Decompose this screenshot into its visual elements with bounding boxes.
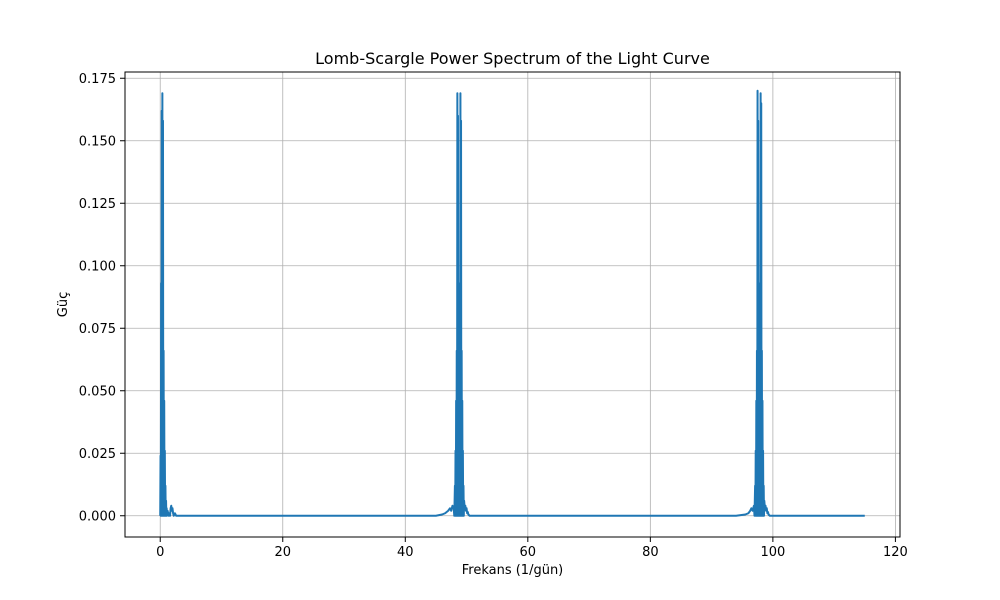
y-tick-label: 0.175 [79,72,116,87]
y-tick-label: 0.025 [79,447,116,462]
y-tick-label: 0.075 [79,322,116,337]
series-layer [159,89,865,517]
y-tick-label: 0.150 [79,134,116,149]
x-axis-title: Frekans (1/gün) [462,563,564,578]
grid-lines [125,72,900,537]
x-tick-label: 20 [274,545,291,560]
x-tick-label: 80 [642,545,659,560]
y-tick-label: 0.000 [79,509,116,524]
x-tick-label: 120 [883,545,908,560]
x-tick-label: 0 [156,545,164,560]
x-tick-label: 100 [760,545,785,560]
series-line-0 [159,89,865,517]
chart-title: Lomb-Scargle Power Spectrum of the Light… [315,49,710,68]
x-tick-label: 40 [397,545,414,560]
y-axis-title: Güç [56,292,71,317]
plot-frame [124,71,901,538]
axis-ticks: 0 20 40 60 80 100 120 0.000 0.025 0.050 0.075 0.100… [79,72,908,560]
y-tick-label: 0.100 [79,259,116,274]
y-tick-label: 0.125 [79,197,116,212]
y-tick-label: 0.050 [79,384,116,399]
x-tick-label: 60 [520,545,537,560]
